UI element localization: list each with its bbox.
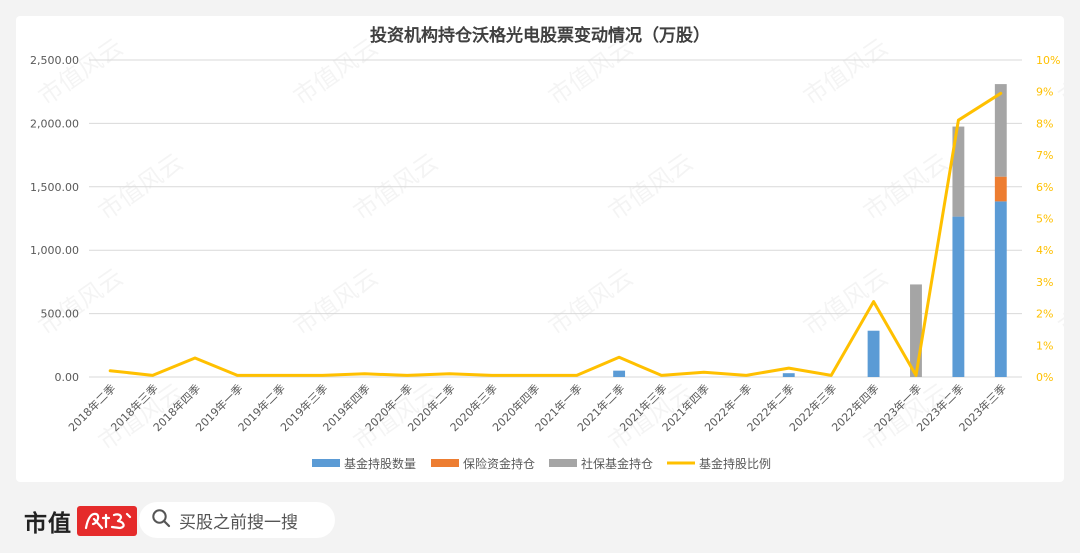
- bar-0-21: [994, 201, 1007, 377]
- right-tick-label-4: 4%: [1036, 244, 1053, 257]
- legend-label-0: 基金持股数量: [344, 456, 416, 471]
- bar-0-16: [782, 373, 795, 377]
- bar-2-20: [952, 126, 965, 217]
- right-tick-label-10: 10%: [1036, 54, 1060, 67]
- footer-bar: 市值 买股之前搜一搜: [0, 490, 1080, 553]
- left-tick-label-4: 2,000.00: [30, 117, 79, 130]
- bar-2-21: [994, 84, 1007, 177]
- watermark-text-14: 市值风云: [1053, 263, 1064, 341]
- left-tick-label-0: 0.00: [55, 371, 80, 384]
- watermark-text-11: 市值风云: [288, 263, 383, 341]
- right-axis: 0% 1% 2% 3% 4% 5% 6% 7% 8% 9% 10%: [1036, 54, 1060, 384]
- search-icon: [151, 508, 171, 532]
- ratio-line: [108, 91, 1003, 377]
- right-tick-label-2: 2%: [1036, 308, 1053, 321]
- legend: 基金持股数量 保险资金持仓 社保基金持仓 基金持股比例: [312, 456, 771, 471]
- chart-card: 市值风云 市值风云 市值风云 市值风云 市值风云 市值风云 市值风云 市值风云 市值风云 市值风云…: [16, 16, 1064, 482]
- left-tick-label-3: 1,500.00: [30, 181, 79, 194]
- watermark-text-1: 市值风云: [288, 33, 383, 111]
- left-tick-label-1: 500.00: [41, 308, 80, 321]
- brand-name: 市值: [24, 510, 72, 537]
- bar-1-21: [994, 176, 1007, 202]
- watermark-text-10: 市值风云: [33, 263, 128, 341]
- right-tick-label-9: 9%: [1036, 86, 1053, 99]
- legend-label-3: 基金持股比例: [699, 456, 771, 471]
- watermark-text-3: 市值风云: [798, 33, 893, 111]
- search-placeholder: 买股之前搜一搜: [179, 512, 298, 533]
- right-tick-label-5: 5%: [1036, 213, 1053, 226]
- watermark-text-4: 市值风云: [1053, 33, 1064, 111]
- legend-label-1: 保险资金持仓: [463, 456, 535, 471]
- search-input[interactable]: 买股之前搜一搜: [139, 502, 335, 538]
- left-tick-label-2: 1,000.00: [30, 244, 79, 257]
- watermark-text-0: 市值风云: [33, 33, 128, 111]
- brand[interactable]: 市值: [24, 504, 137, 538]
- left-axis: 0.00 500.00 1,000.00 1,500.00 2,000.00 2,500.…: [30, 54, 79, 384]
- right-tick-label-1: 1%: [1036, 339, 1053, 352]
- bars: [613, 84, 1007, 377]
- bar-0-18: [867, 330, 880, 377]
- right-tick-label-3: 3%: [1036, 276, 1053, 289]
- watermark-text-13: 市值风云: [798, 263, 893, 341]
- right-tick-label-6: 6%: [1036, 181, 1053, 194]
- bar-0-20: [952, 216, 965, 377]
- ratio-line-path: [108, 91, 1003, 377]
- legend-swatch-2: [549, 459, 577, 467]
- left-tick-label-5: 2,500.00: [30, 54, 79, 67]
- legend-swatch-0: [312, 459, 340, 467]
- brand-logo-icon: [77, 506, 137, 536]
- right-tick-label-8: 8%: [1036, 117, 1053, 130]
- bar-2-19: [910, 284, 922, 377]
- watermark-text-12: 市值风云: [543, 263, 638, 341]
- bar-0-12: [613, 370, 626, 377]
- legend-swatch-1: [431, 459, 459, 467]
- legend-label-2: 社保基金持仓: [581, 456, 653, 471]
- right-tick-label-7: 7%: [1036, 149, 1053, 162]
- right-tick-label-0: 0%: [1036, 371, 1053, 384]
- chart-title: 投资机构持仓沃格光电股票变动情况（万股）: [370, 25, 710, 46]
